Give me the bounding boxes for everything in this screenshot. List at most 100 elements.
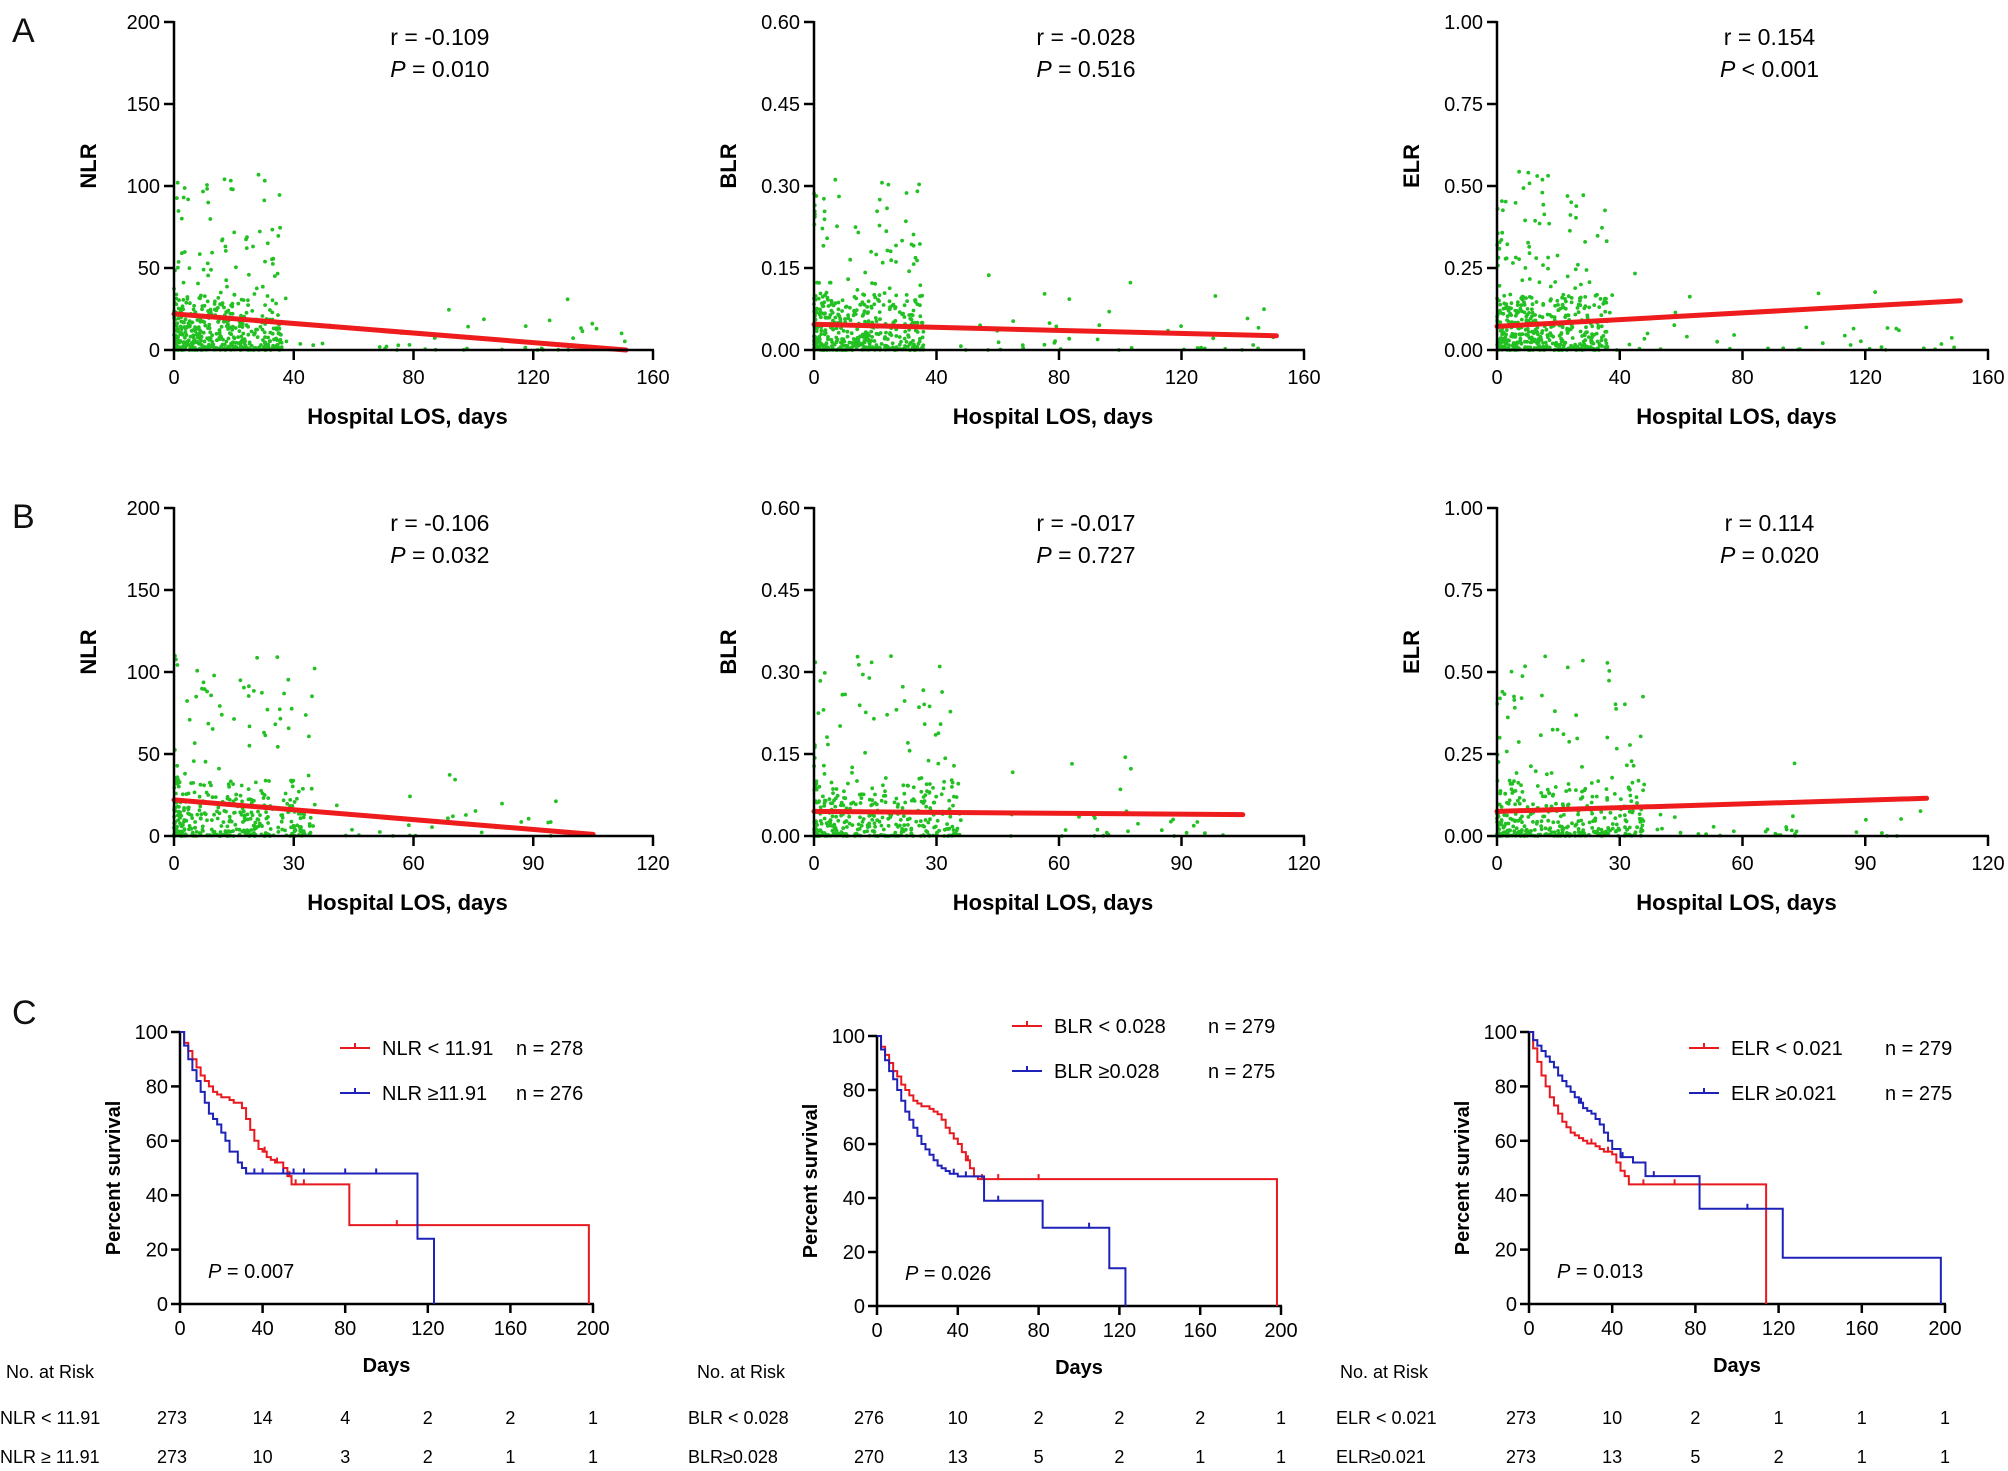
data-point — [1537, 221, 1542, 226]
data-point — [279, 819, 284, 824]
data-point — [1557, 333, 1562, 338]
data-point — [858, 302, 863, 307]
data-point — [855, 779, 859, 783]
survival-curve-high — [180, 1031, 435, 1304]
y-tick-label: 150 — [127, 94, 160, 116]
data-point — [1560, 828, 1565, 833]
data-point — [911, 232, 916, 237]
data-point — [855, 327, 860, 332]
data-point — [1521, 186, 1526, 191]
data-point — [904, 219, 908, 224]
data-point — [241, 331, 246, 336]
data-point — [848, 257, 853, 262]
data-point — [1593, 830, 1597, 835]
data-point — [199, 812, 204, 817]
data-point — [1562, 341, 1567, 346]
data-point — [1500, 332, 1504, 337]
data-point — [256, 809, 260, 814]
data-point — [1136, 821, 1140, 826]
data-point — [301, 786, 305, 791]
data-point — [233, 822, 238, 827]
data-point — [911, 785, 916, 790]
data-point — [905, 783, 910, 788]
data-point — [1504, 328, 1509, 332]
y-tick-label: 0.50 — [1444, 176, 1483, 198]
data-point — [836, 831, 841, 836]
data-point — [1512, 829, 1517, 833]
y-tick-label: 20 — [843, 1242, 865, 1264]
data-point — [231, 782, 236, 786]
data-point — [825, 316, 830, 320]
data-point — [831, 787, 835, 791]
y-tick-label: 0.15 — [761, 258, 800, 280]
data-point — [835, 793, 840, 798]
data-point — [855, 343, 860, 348]
data-point — [1501, 208, 1505, 213]
x-tick-label: 160 — [1184, 1320, 1217, 1342]
data-point — [1599, 810, 1604, 814]
data-point — [948, 814, 953, 819]
y-tick-label: 0.00 — [1444, 340, 1483, 362]
data-point — [1569, 200, 1574, 205]
risk-table-header: No. at Risk — [697, 1362, 786, 1382]
data-point — [1523, 664, 1527, 669]
data-point — [1590, 324, 1595, 329]
data-point — [884, 330, 888, 335]
data-point — [261, 796, 266, 800]
km-p-value: P = 0.007 — [208, 1261, 294, 1283]
data-point — [1567, 788, 1572, 792]
data-point — [1574, 713, 1578, 718]
data-point — [1565, 665, 1570, 670]
data-point — [881, 303, 886, 307]
data-point — [887, 286, 892, 291]
data-point — [195, 668, 200, 673]
p-label: P — [905, 1263, 919, 1285]
data-point — [1520, 278, 1525, 283]
data-point — [928, 782, 932, 786]
data-point — [191, 759, 196, 763]
data-point — [270, 262, 275, 266]
data-point — [1601, 334, 1606, 338]
y-tick-label: 1.00 — [1444, 12, 1483, 34]
data-point — [262, 198, 267, 203]
data-point — [881, 827, 886, 832]
y-tick-label: 20 — [1495, 1240, 1517, 1262]
data-point — [1638, 820, 1643, 824]
data-point — [1505, 813, 1509, 818]
data-point — [234, 265, 238, 270]
data-point — [230, 327, 235, 332]
data-point — [247, 684, 251, 689]
data-point — [1502, 692, 1507, 696]
data-point — [295, 823, 300, 828]
data-point — [894, 796, 899, 801]
data-point — [909, 827, 914, 832]
data-point — [246, 332, 251, 337]
data-point — [260, 314, 265, 318]
data-point — [917, 182, 921, 187]
data-point — [945, 822, 949, 826]
data-point — [817, 784, 822, 789]
p-value-number: = 0.013 — [1570, 1261, 1643, 1283]
data-point — [222, 305, 226, 310]
data-point — [1540, 693, 1544, 698]
data-point — [853, 225, 858, 230]
data-point — [1581, 822, 1585, 826]
regression-line — [171, 797, 596, 837]
data-point — [1566, 328, 1571, 333]
data-point — [859, 796, 864, 800]
data-point — [1527, 251, 1532, 256]
data-point — [884, 229, 889, 234]
data-point — [1607, 310, 1612, 315]
data-point — [882, 291, 887, 295]
data-point — [230, 304, 235, 309]
data-point — [1918, 809, 1923, 813]
data-point — [289, 706, 294, 711]
data-point — [275, 744, 280, 749]
data-point — [257, 229, 262, 234]
data-point — [1507, 798, 1512, 803]
data-point — [1566, 294, 1571, 299]
data-point — [580, 329, 585, 334]
y-tick-label: 200 — [127, 12, 160, 34]
data-point — [857, 827, 862, 831]
data-point — [1097, 323, 1102, 328]
